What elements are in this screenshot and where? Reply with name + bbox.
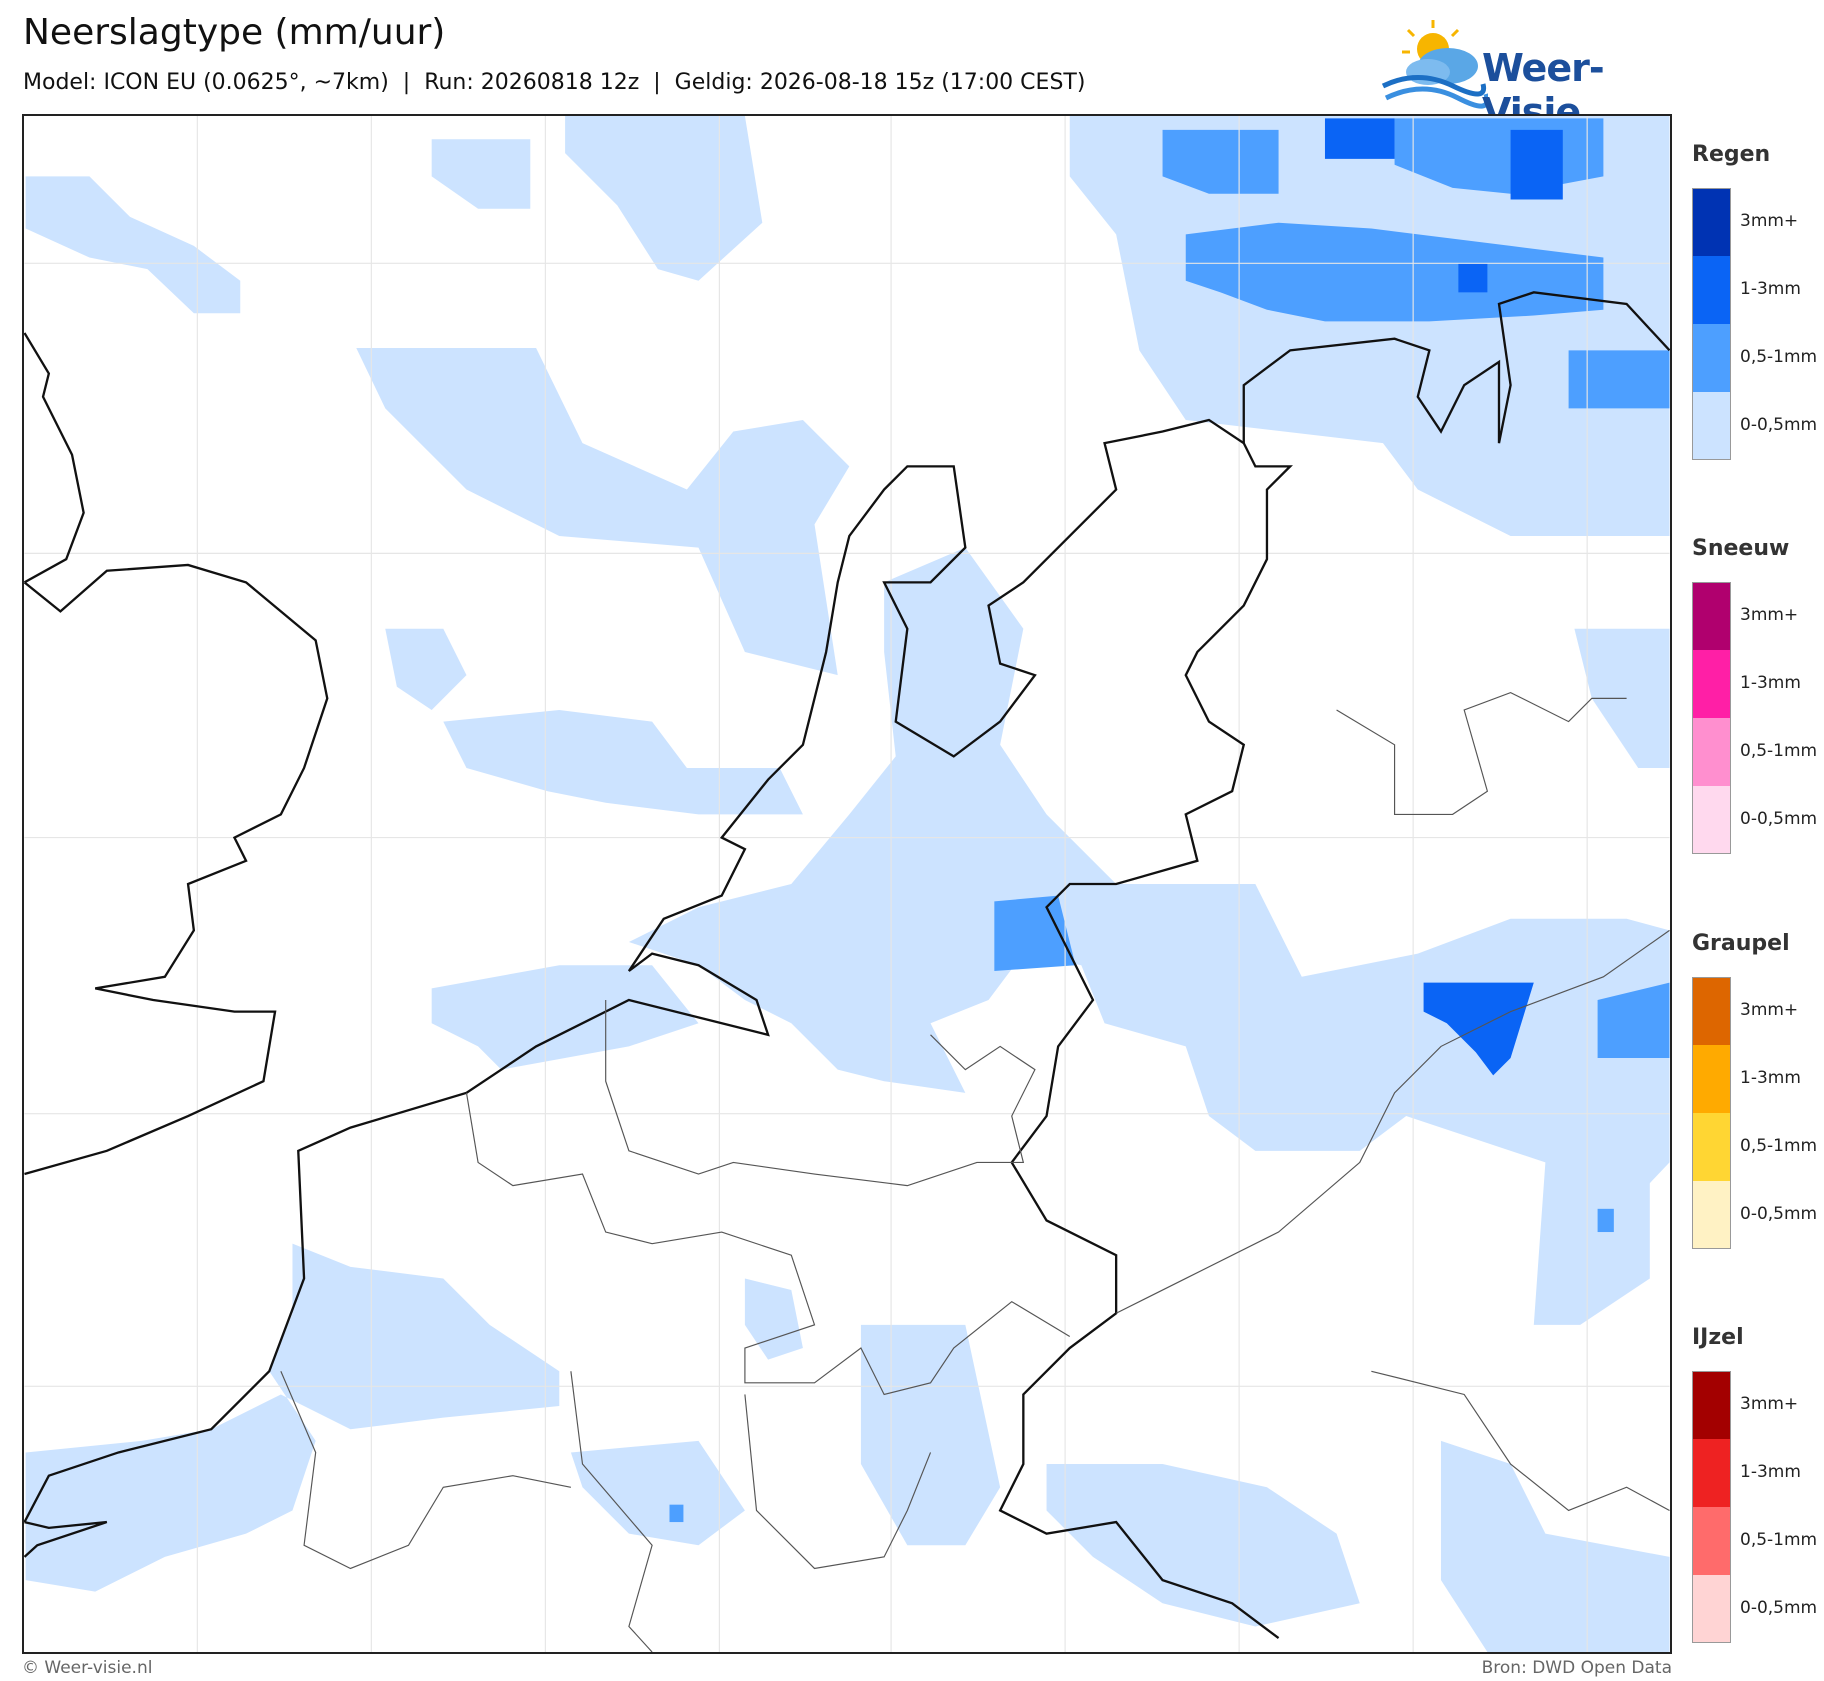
precip-heavy (1324, 118, 1563, 1076)
precip-medium (669, 118, 1670, 1523)
legend-frame (1692, 1371, 1731, 1643)
legend-swatch (1692, 786, 1731, 854)
legend-label: 1-3mm (1740, 279, 1801, 299)
borders (280, 691, 1670, 1652)
map (22, 114, 1672, 1654)
legend-swatch (1692, 324, 1731, 392)
legend-label: 1-3mm (1740, 1068, 1801, 1088)
legend-title: Graupel (1692, 931, 1790, 956)
legend-label: 0-0,5mm (1740, 415, 1818, 435)
legend-swatch (1692, 582, 1731, 650)
precip-light (25, 116, 1670, 1652)
legend-swatch (1692, 1371, 1731, 1439)
legend-label: 3mm+ (1740, 605, 1799, 625)
legend-swatch (1692, 1507, 1731, 1575)
title: Neerslagtype (mm/uur) (23, 12, 446, 53)
legend-label: 1-3mm (1740, 673, 1801, 693)
legend-label: 0-0,5mm (1740, 809, 1818, 829)
legend-title: IJzel (1692, 1325, 1744, 1350)
coastline (24, 291, 1670, 1640)
legend-swatch (1692, 977, 1731, 1045)
footer-left: © Weer-visie.nl (22, 1658, 153, 1678)
legend-swatch (1692, 188, 1731, 256)
legend-title: Regen (1692, 142, 1771, 167)
legend-label: 0,5-1mm (1740, 741, 1818, 761)
legend-label: 3mm+ (1740, 1394, 1799, 1414)
legend-title: Sneeuw (1692, 536, 1790, 561)
legend-frame (1692, 582, 1731, 854)
legend-label: 3mm+ (1740, 1000, 1799, 1020)
legend-swatch (1692, 718, 1731, 786)
legend-swatch (1692, 650, 1731, 718)
legend-label: 0-0,5mm (1740, 1598, 1818, 1618)
legend-swatch (1692, 1113, 1731, 1181)
legend-label: 0,5-1mm (1740, 347, 1818, 367)
legend-frame (1692, 188, 1731, 460)
footer-right: Bron: DWD Open Data (1481, 1658, 1672, 1678)
subtitle: Model: ICON EU (0.0625°, ~7km) | Run: 20… (23, 70, 1086, 95)
legend-swatch (1692, 392, 1731, 460)
legend-swatch (1692, 1439, 1731, 1507)
legend-label: 0-0,5mm (1740, 1204, 1818, 1224)
legend-swatch (1692, 1045, 1731, 1113)
legend-frame (1692, 977, 1731, 1249)
grid (24, 116, 1670, 1652)
legend-label: 0,5-1mm (1740, 1136, 1818, 1156)
logo: Weer-Visie (1378, 14, 1678, 134)
logo-icon (1381, 20, 1490, 109)
legend-label: 3mm+ (1740, 211, 1799, 231)
legend-swatch (1692, 1181, 1731, 1249)
legend-swatch (1692, 256, 1731, 324)
legend-label: 0,5-1mm (1740, 1530, 1818, 1550)
legend-swatch (1692, 1575, 1731, 1643)
legend-label: 1-3mm (1740, 1462, 1801, 1482)
